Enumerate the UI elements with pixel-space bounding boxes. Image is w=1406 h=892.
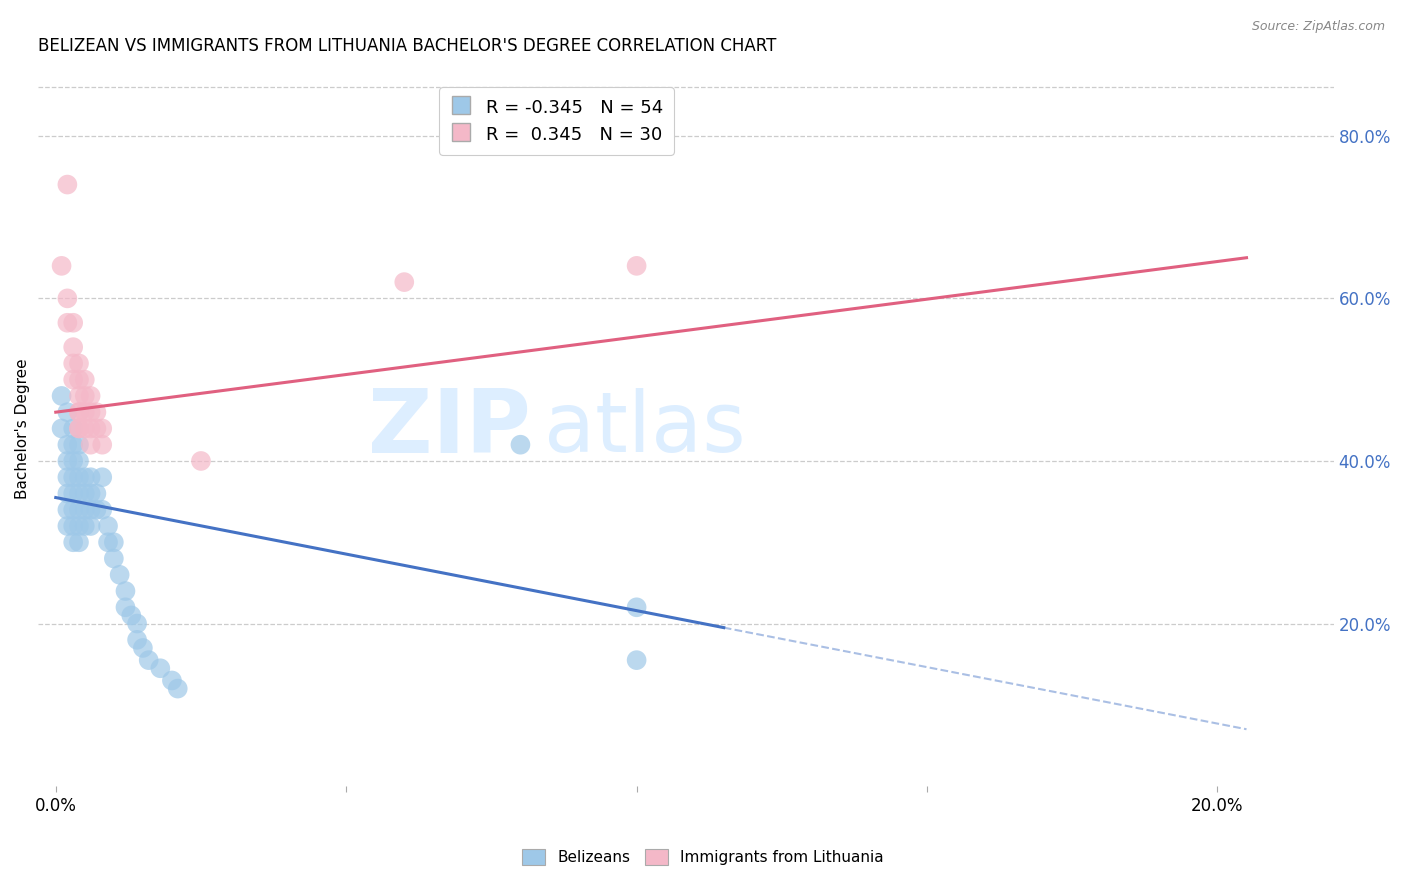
Point [91, 470, 114, 484]
Point [91, 438, 114, 452]
Point [166, 681, 188, 696]
Point [108, 567, 131, 582]
Point [79, 502, 101, 516]
Text: BELIZEAN VS IMMIGRANTS FROM LITHUANIA BACHELOR'S DEGREE CORRELATION CHART: BELIZEAN VS IMMIGRANTS FROM LITHUANIA BA… [38, 37, 776, 55]
Point [120, 608, 142, 623]
Point [67, 421, 90, 435]
Point [79, 421, 101, 435]
Point [67, 356, 90, 370]
Point [103, 551, 125, 566]
Point [79, 389, 101, 403]
Point [67, 519, 90, 533]
Point [51, 421, 73, 435]
Text: ZIP: ZIP [368, 385, 530, 472]
Point [509, 438, 531, 452]
Point [103, 535, 125, 549]
Point [56, 519, 79, 533]
Point [626, 259, 648, 273]
Point [56, 454, 79, 468]
Point [86, 486, 108, 500]
Point [86, 405, 108, 419]
Point [56, 178, 79, 192]
Point [73, 502, 96, 516]
Point [56, 470, 79, 484]
Point [56, 291, 79, 305]
Point [626, 600, 648, 615]
Point [114, 600, 136, 615]
Point [51, 389, 73, 403]
Point [73, 470, 96, 484]
Point [626, 653, 648, 667]
Point [62, 316, 84, 330]
Legend: R = -0.345   N = 54, R =  0.345   N = 30: R = -0.345 N = 54, R = 0.345 N = 30 [439, 87, 673, 154]
Point [190, 454, 212, 468]
Point [67, 438, 90, 452]
Point [73, 519, 96, 533]
Point [149, 661, 172, 675]
Legend: Belizeans, Immigrants from Lithuania: Belizeans, Immigrants from Lithuania [516, 843, 890, 871]
Point [67, 454, 90, 468]
Text: atlas: atlas [544, 388, 745, 469]
Point [73, 405, 96, 419]
Point [62, 356, 84, 370]
Point [79, 486, 101, 500]
Point [62, 535, 84, 549]
Point [79, 438, 101, 452]
Point [67, 373, 90, 387]
Point [125, 632, 148, 647]
Point [73, 486, 96, 500]
Point [56, 405, 79, 419]
Point [79, 470, 101, 484]
Point [79, 519, 101, 533]
Point [86, 502, 108, 516]
Point [56, 486, 79, 500]
Point [125, 616, 148, 631]
Point [67, 389, 90, 403]
Text: Source: ZipAtlas.com: Source: ZipAtlas.com [1251, 20, 1385, 33]
Point [160, 673, 183, 688]
Point [67, 405, 90, 419]
Point [62, 421, 84, 435]
Point [394, 275, 416, 289]
Point [114, 584, 136, 599]
Point [67, 405, 90, 419]
Point [56, 316, 79, 330]
Y-axis label: Bachelor's Degree: Bachelor's Degree [15, 358, 30, 499]
Point [56, 438, 79, 452]
Point [86, 421, 108, 435]
Point [73, 389, 96, 403]
Point [67, 470, 90, 484]
Point [132, 640, 155, 655]
Point [62, 502, 84, 516]
Point [62, 373, 84, 387]
Point [51, 259, 73, 273]
Point [67, 486, 90, 500]
Point [97, 535, 120, 549]
Point [67, 421, 90, 435]
Point [62, 438, 84, 452]
Point [62, 486, 84, 500]
Point [62, 519, 84, 533]
Point [97, 519, 120, 533]
Point [91, 502, 114, 516]
Point [56, 502, 79, 516]
Point [62, 470, 84, 484]
Point [73, 373, 96, 387]
Point [138, 653, 160, 667]
Point [62, 340, 84, 354]
Point [91, 421, 114, 435]
Point [62, 454, 84, 468]
Point [67, 535, 90, 549]
Point [73, 421, 96, 435]
Point [79, 405, 101, 419]
Point [67, 502, 90, 516]
